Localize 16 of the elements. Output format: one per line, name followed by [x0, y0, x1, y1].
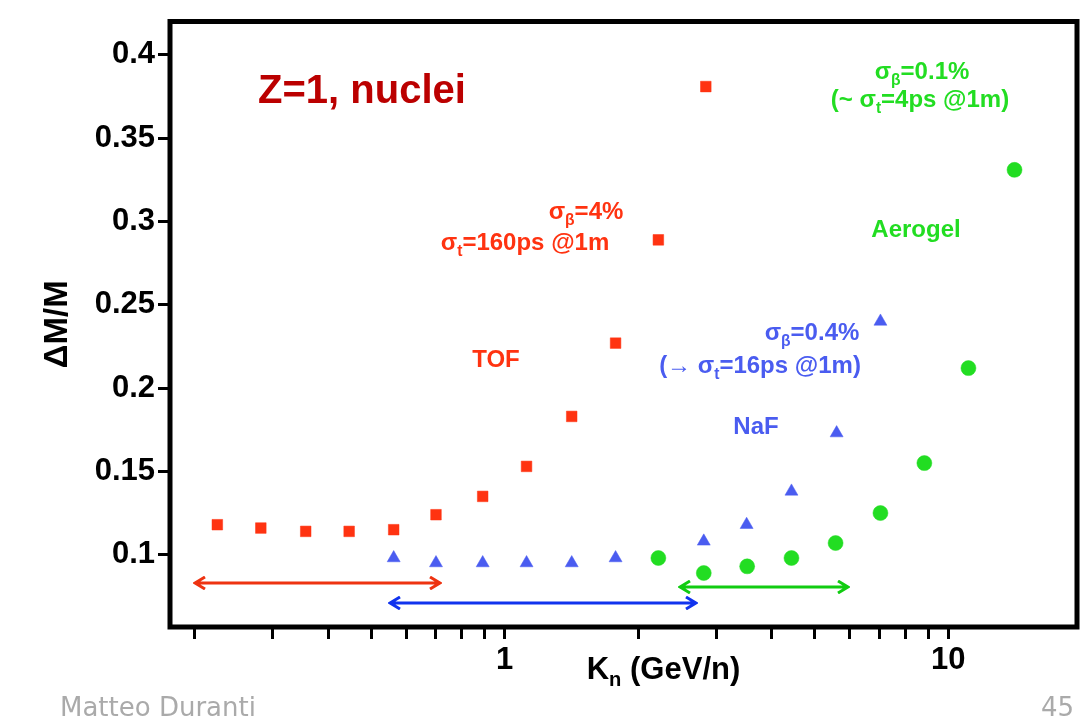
x-tick-label: 10 [931, 641, 966, 677]
y-tick-label: 0.15 [94, 451, 155, 487]
annotation: NaF [733, 411, 779, 439]
y-tick-label: 0.2 [111, 368, 155, 404]
text: Matteo Duranti [60, 692, 256, 722]
y-tick-label: 0.25 [94, 285, 155, 321]
y-axis-title: ΔM/M [37, 280, 75, 369]
annotation: Z=1, nuclei [258, 67, 466, 112]
annotation: TOF [472, 344, 520, 372]
annotation: Aerogel [871, 214, 961, 242]
x-tick-label: 1 [496, 641, 514, 677]
y-tick-label: 0.1 [111, 535, 155, 571]
y-tick-label: 0.3 [111, 202, 155, 238]
y-tick-label: 0.35 [94, 118, 155, 154]
y-tick-label: 0.4 [111, 35, 156, 71]
text: 45 [1040, 692, 1074, 722]
